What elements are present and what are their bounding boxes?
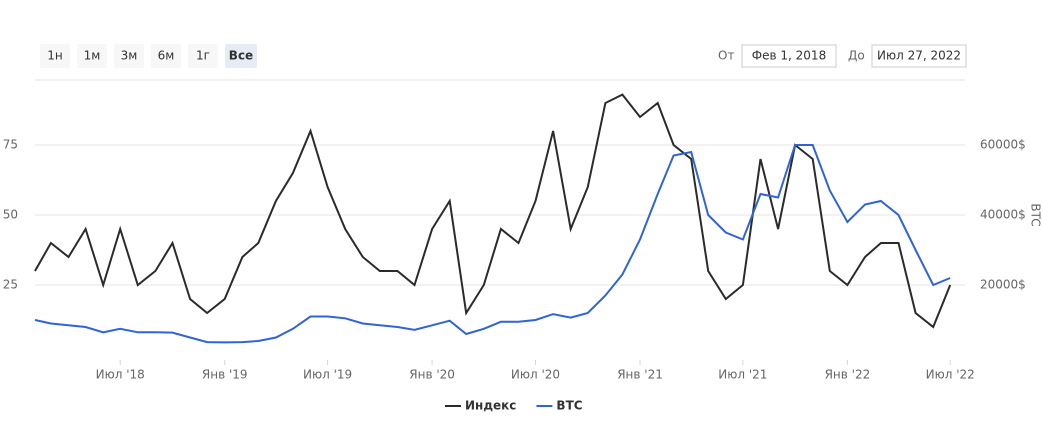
series-line [34, 144, 951, 344]
range-button[interactable] [40, 44, 70, 68]
x-tick-label: Янв '21 [617, 368, 663, 382]
range-button-label[interactable]: 1м [84, 49, 101, 63]
y-tick-label: 25 [3, 278, 18, 292]
to-label: До [848, 49, 865, 63]
from-label: От [718, 49, 734, 63]
series-line [34, 93, 952, 329]
y2-tick-label: 40000$ [980, 208, 1026, 222]
to-input[interactable] [871, 44, 967, 68]
range-button-label[interactable]: Все [229, 49, 253, 63]
range-button-label[interactable]: 6м [158, 49, 175, 63]
range-button[interactable] [225, 44, 257, 68]
range-button-label[interactable]: 3м [121, 49, 138, 63]
legend-label[interactable]: BTC [556, 399, 582, 413]
x-tick-label: Июл '19 [303, 368, 352, 382]
y-tick-label: 50 [3, 208, 18, 222]
y-tick-label: 75 [3, 138, 18, 152]
range-button-label[interactable]: 1н [47, 49, 62, 63]
y2-tick-label: 20000$ [980, 278, 1026, 292]
from-input[interactable] [741, 44, 837, 68]
to-value[interactable]: Июл 27, 2022 [877, 49, 961, 63]
y2-tick-label: 60000$ [980, 138, 1026, 152]
x-tick-label: Июл '22 [926, 368, 975, 382]
x-tick-label: Июл '21 [718, 368, 767, 382]
x-tick-label: Июл '18 [96, 368, 145, 382]
range-button[interactable] [77, 44, 107, 68]
range-button[interactable] [151, 44, 181, 68]
range-button[interactable] [188, 44, 218, 68]
legend-label[interactable]: Индекс [465, 399, 516, 413]
x-tick-label: Янв '19 [202, 368, 248, 382]
x-tick-label: Янв '20 [409, 368, 455, 382]
x-tick-label: Янв '22 [825, 368, 871, 382]
x-tick-label: Июл '20 [511, 368, 560, 382]
y2-axis-title: BTC [1029, 203, 1043, 226]
range-button-label[interactable]: 1г [196, 49, 210, 63]
range-button[interactable] [114, 44, 144, 68]
from-value[interactable]: Фев 1, 2018 [752, 49, 826, 63]
